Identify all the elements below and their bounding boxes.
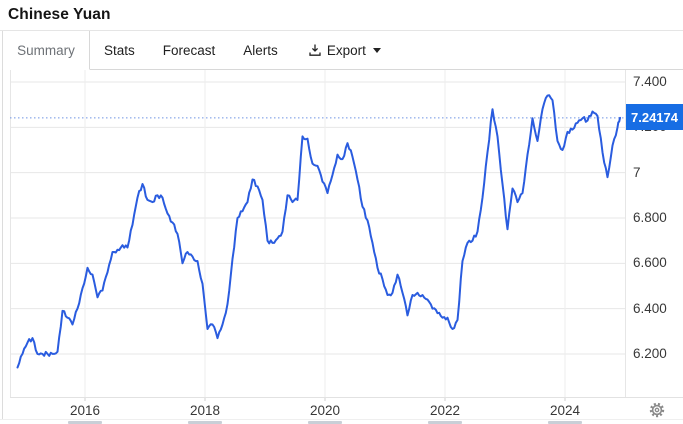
- y-axis-label: 7: [633, 164, 641, 180]
- price-line: [16, 94, 621, 369]
- tab-forecast[interactable]: Forecast: [149, 31, 230, 69]
- tab-alerts[interactable]: Alerts: [229, 31, 292, 69]
- price-chart[interactable]: 7.4007.20076.8006.6006.4006.200201620182…: [0, 70, 683, 424]
- x-axis-label: 2016: [69, 403, 101, 418]
- cropped-text-fragment: [548, 421, 582, 424]
- page-title: Chinese Yuan: [8, 6, 111, 23]
- y-axis-label: 6.800: [633, 209, 667, 225]
- y-axis-label: 7.400: [633, 74, 667, 90]
- tab-stats[interactable]: Stats: [90, 31, 149, 69]
- cropped-text-fragment: [188, 421, 222, 424]
- tab-summary-label: Summary: [17, 42, 75, 58]
- cropped-text-fragment: [68, 421, 102, 424]
- export-label: Export: [326, 42, 366, 58]
- x-axis-label: 2024: [549, 403, 581, 418]
- settings-gear-icon[interactable]: [648, 401, 666, 419]
- x-axis-label: 2020: [309, 403, 341, 418]
- x-axis-label: 2018: [189, 403, 221, 418]
- cropped-text-fragment: [308, 421, 342, 424]
- y-axis-label: 6.400: [633, 300, 667, 316]
- download-icon: [309, 44, 321, 56]
- tab-forecast-label: Forecast: [162, 42, 216, 58]
- caret-down-icon: [372, 47, 381, 53]
- tab-summary[interactable]: Summary: [3, 31, 90, 70]
- tab-bar: Summary Stats Forecast Alerts Export: [2, 31, 683, 70]
- bottom-divider: [0, 419, 683, 420]
- y-axis-label: 6.200: [633, 345, 667, 361]
- tab-stats-label: Stats: [104, 42, 135, 58]
- chart-canvas[interactable]: [0, 70, 683, 424]
- current-price-badge: 7.24174: [626, 104, 683, 130]
- export-button[interactable]: Export: [292, 31, 395, 69]
- title-bar: Chinese Yuan: [0, 0, 683, 31]
- tab-alerts-label: Alerts: [243, 42, 278, 58]
- cropped-text-fragment: [428, 421, 462, 424]
- x-axis-label: 2022: [429, 403, 461, 418]
- y-axis-label: 6.600: [633, 255, 667, 271]
